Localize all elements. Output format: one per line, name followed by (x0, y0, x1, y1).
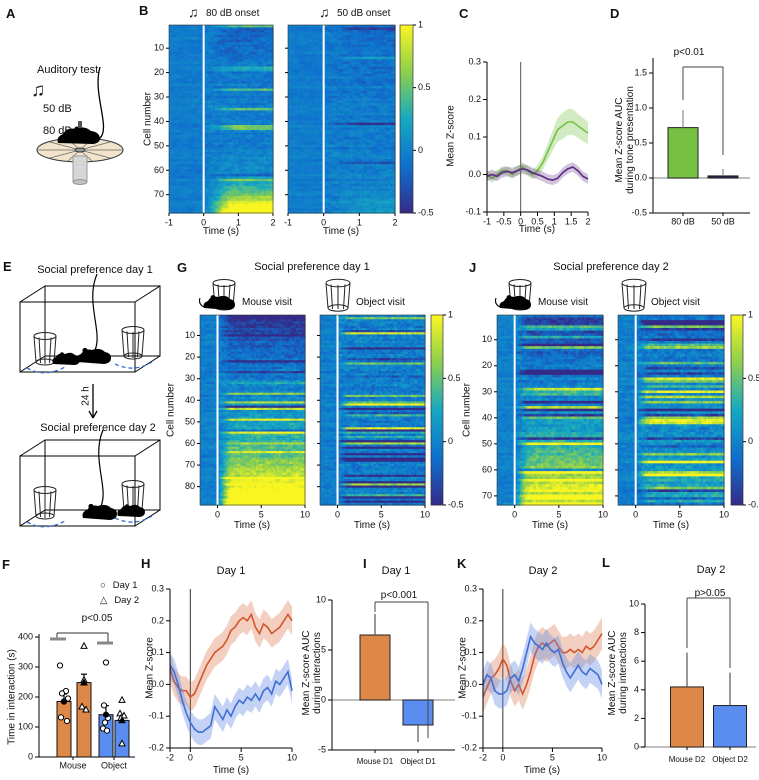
mouse-silhouette (82, 429, 117, 520)
f-p-value: p<0.05 (81, 613, 113, 624)
interaction-zone-arc (114, 361, 153, 369)
l-title: Day 2 (696, 564, 726, 576)
i-ylabel: Mean Z-score AUC during interactions (300, 630, 323, 716)
interaction-zone-arc (114, 515, 153, 523)
panel-letter-f: F (2, 557, 10, 572)
interaction-zone-arc (26, 520, 66, 528)
arena-box-day1 (19, 285, 161, 373)
tone-label-80db: 80 dB (43, 125, 72, 137)
j-ylabel: Cell number (461, 383, 473, 437)
g-visit-label-mouse: Mouse visit (242, 297, 293, 308)
d-p-value: p<0.01 (673, 47, 705, 58)
onset-label-80db: 80 dB onset (206, 8, 260, 19)
h-ylabel: Mean Z-score (144, 637, 156, 699)
panel-letter-l: L (602, 555, 610, 570)
f-legend-day1-label: Day 1 (112, 580, 138, 591)
object-cup-icon (621, 278, 647, 312)
music-note-icon: ♫ (319, 4, 330, 20)
mouse-cup-icon (494, 279, 532, 311)
b-ylabel: Cell number (142, 92, 154, 146)
j-visit-label-object: Object visit (651, 297, 700, 308)
cup-icon (121, 326, 145, 360)
panel-letter-e: E (3, 259, 12, 274)
f-legend-day2: △ Day 2 (100, 595, 139, 606)
g-xlabel-2: Time (s) (353, 520, 391, 531)
panel-letter-a: A (6, 6, 16, 21)
h-title: Day 1 (216, 565, 246, 577)
l-ylabel: Mean Z-score AUC during interactions (606, 630, 629, 716)
l-p-value: p>0.05 (694, 588, 726, 599)
g-title: Social preference day 1 (254, 261, 370, 273)
speaker-stand (72, 155, 88, 185)
i-p-value: p<0.001 (380, 590, 418, 601)
f-legend-day2-label: Day 2 (114, 595, 140, 606)
j-visit-label-mouse: Mouse visit (538, 297, 589, 308)
f-ylabel: Time in interaction (s) (6, 649, 18, 745)
music-note-icon: ♫ (188, 4, 199, 20)
circle-marker-icon: ○ (100, 580, 106, 591)
mouse-silhouette (76, 273, 111, 364)
mouse-silhouette (57, 66, 105, 144)
g-xlabel-1: Time (s) (233, 520, 271, 531)
panel-letter-j: J (469, 260, 477, 275)
d-ylabel: Mean Z-score AUC during tone presentatio… (613, 86, 636, 194)
interval-arrow (88, 384, 98, 419)
speaker-mouse-drawing (36, 66, 124, 185)
f-legend-day1: ○ Day 1 (100, 580, 138, 591)
interaction-zone-arc (26, 366, 66, 374)
g-ylabel: Cell number (165, 383, 177, 437)
b-xlabel-2: Time (s) (322, 226, 360, 237)
onset-label-50db: 50 dB onset (337, 8, 391, 19)
panel-letter-i: I (363, 556, 367, 571)
auditory-test-title: Auditory test (37, 64, 99, 76)
j-title: Social preference day 2 (553, 261, 669, 273)
c-ylabel: Mean Z-score (445, 105, 457, 167)
music-note-icon: ♫ (31, 80, 46, 101)
c-xlabel: Time (s) (518, 224, 556, 235)
panel-letter-c: C (459, 6, 469, 21)
mouse-silhouette (52, 352, 80, 365)
mouse-silhouette (117, 504, 145, 517)
tone-label-50db: 50 dB (43, 103, 72, 115)
j-xlabel-1: Time (s) (531, 520, 569, 531)
panel-letter-b: B (139, 3, 149, 18)
i-title: Day 1 (381, 565, 411, 577)
mouse-cup-icon (198, 279, 236, 311)
panel-letter-h: H (141, 556, 151, 571)
e-interval-label: 24 h (80, 386, 92, 406)
panel-letter-g: G (177, 260, 188, 275)
panel-letter-d: D (610, 6, 620, 21)
panel-letter-k: K (457, 556, 467, 571)
k-title: Day 2 (528, 565, 558, 577)
cup-icon (33, 486, 57, 520)
h-xlabel: Time (s) (212, 765, 250, 776)
b-xlabel-1: Time (s) (202, 226, 240, 237)
arena-drawing (19, 273, 161, 528)
object-cup-icon (325, 278, 351, 312)
k-xlabel: Time (s) (523, 765, 561, 776)
e-title-day1: Social preference day 1 (37, 264, 153, 276)
j-xlabel-2: Time (s) (652, 520, 690, 531)
g-visit-label-object: Object visit (356, 297, 405, 308)
triangle-marker-icon: △ (100, 595, 108, 606)
e-title-day2: Social preference day 2 (40, 422, 156, 434)
k-ylabel: Mean Z-score (457, 637, 469, 699)
